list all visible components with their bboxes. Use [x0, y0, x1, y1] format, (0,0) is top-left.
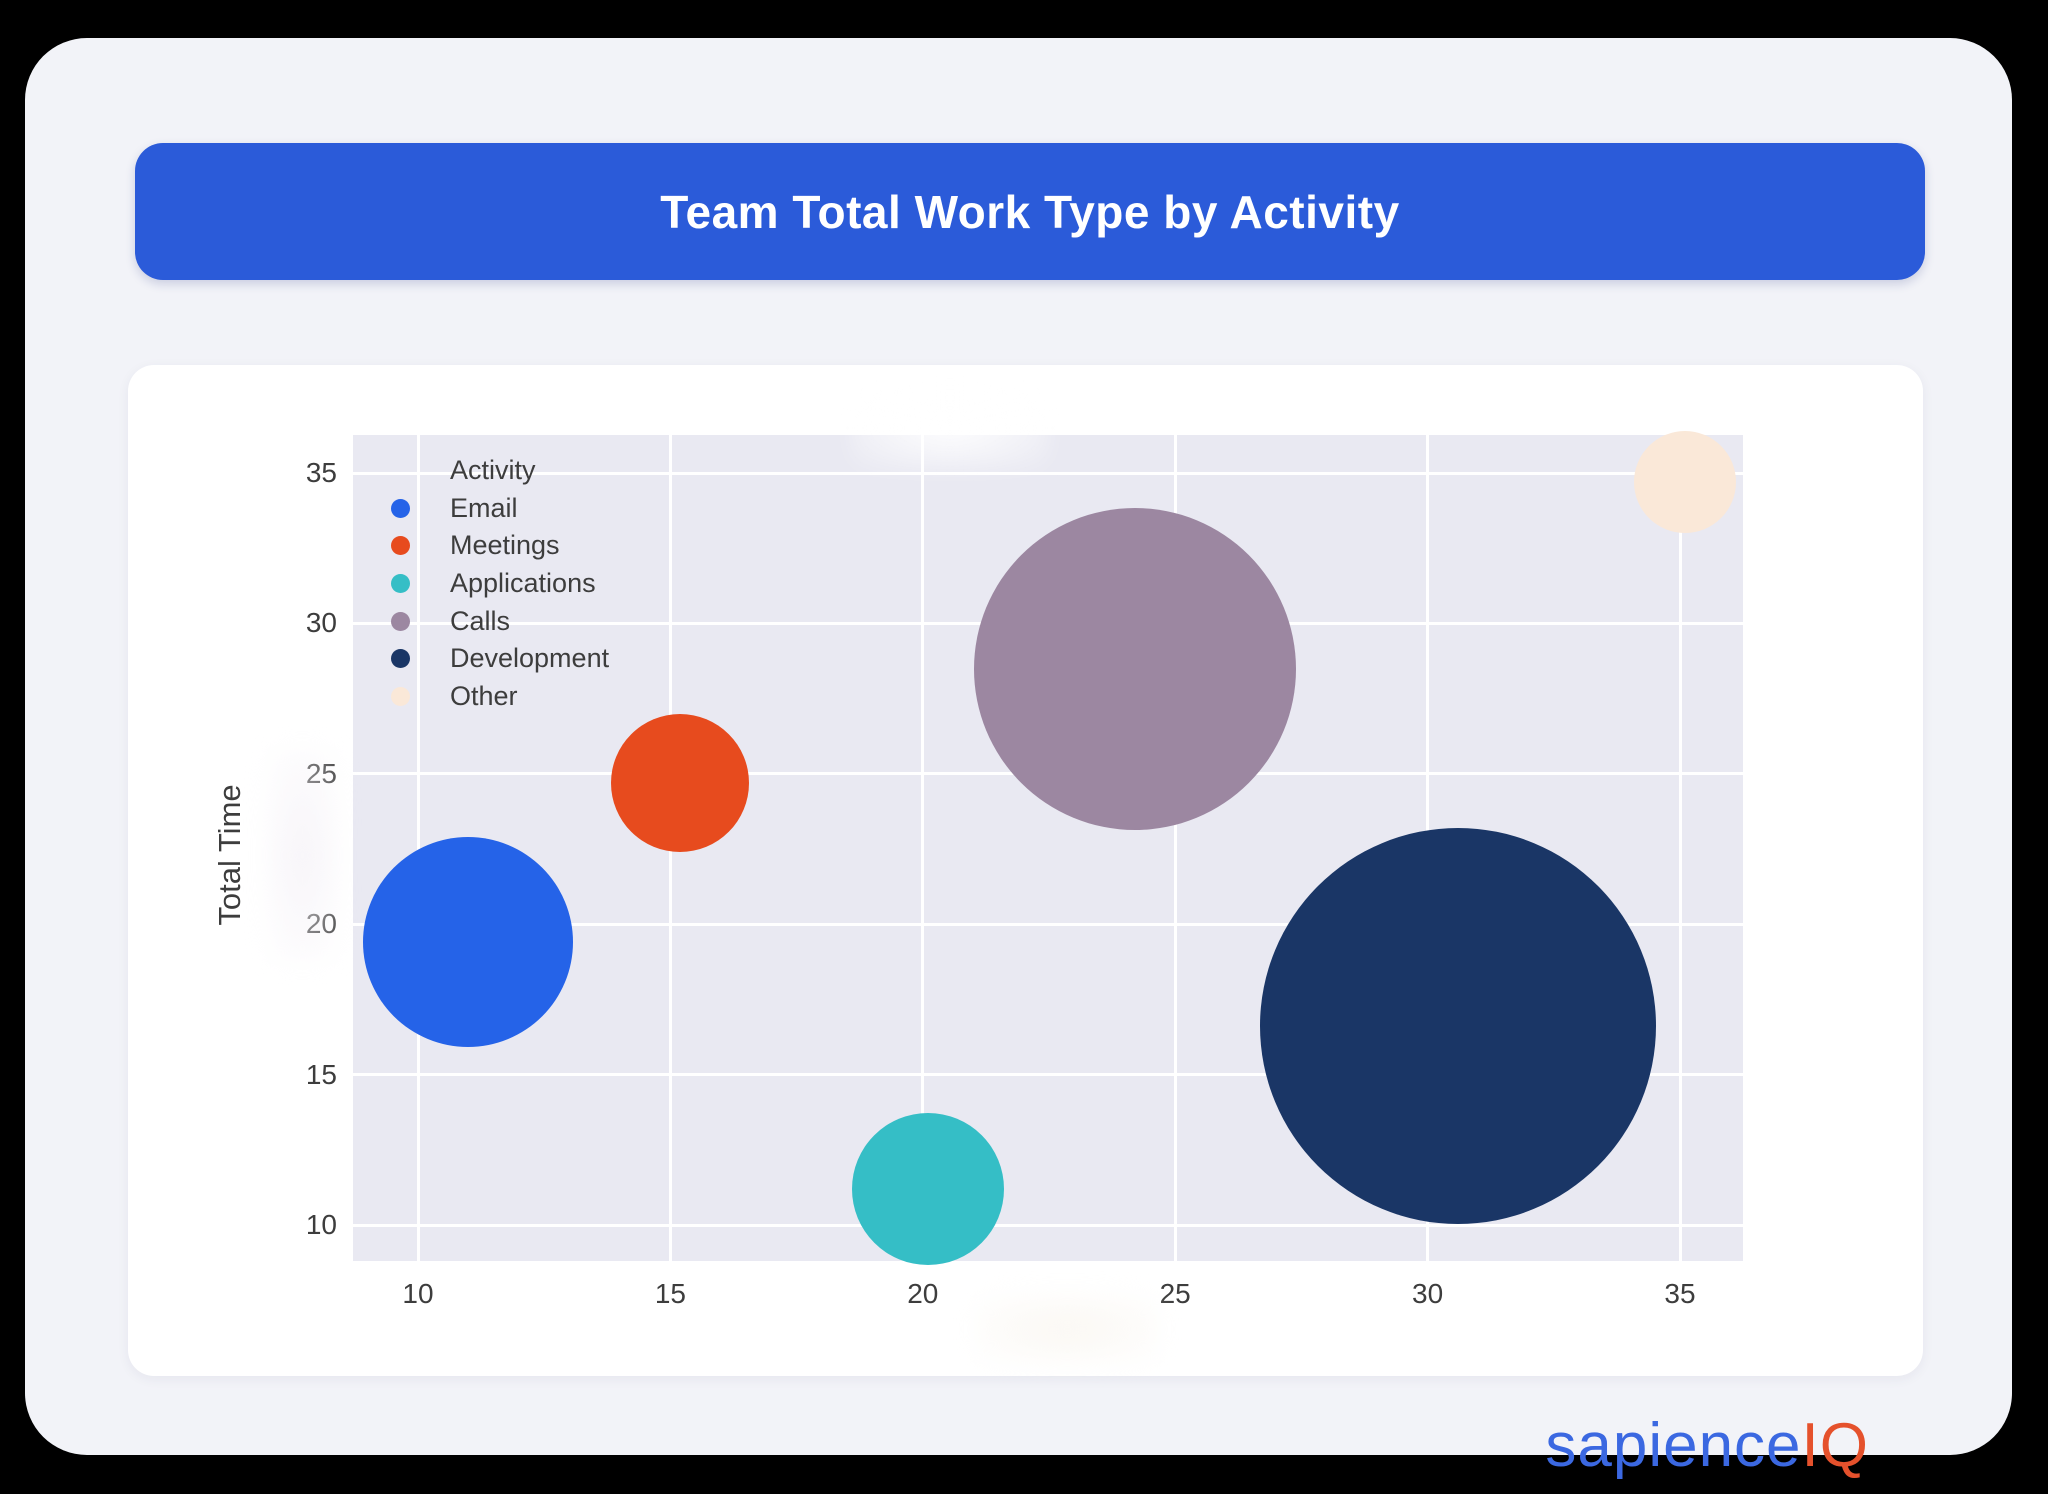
- grid-line-vertical: [416, 435, 420, 1261]
- legend: Activity Email Meetings Applications Calls D…: [381, 452, 609, 715]
- legend-item: Email: [381, 490, 609, 528]
- grid-line-horizontal: [353, 471, 1743, 475]
- legend-item: Applications: [381, 565, 609, 603]
- grid-line-horizontal: [353, 1223, 1743, 1227]
- legend-item: Meetings: [381, 527, 609, 565]
- bubble-development: [1259, 828, 1656, 1225]
- y-tick-label: 10: [305, 1209, 337, 1240]
- legend-swatch-applications: [391, 574, 410, 594]
- x-tick-label: 20: [907, 1278, 939, 1309]
- bubble-applications: [851, 1112, 1004, 1265]
- title-banner: Team Total Work Type by Activity: [135, 143, 1925, 280]
- grid-line-horizontal: [353, 922, 1743, 926]
- bubble-calls: [973, 507, 1296, 830]
- legend-item-label: Development: [450, 643, 610, 674]
- grid-line-vertical: [921, 435, 925, 1261]
- y-tick-label: 15: [305, 1058, 337, 1090]
- legend-item-label: Calls: [450, 605, 511, 636]
- x-tick-label: 35: [1664, 1278, 1696, 1309]
- x-tick-label: 30: [1412, 1278, 1444, 1309]
- legend-swatch-email: [391, 498, 410, 518]
- legend-title: Activity: [450, 455, 536, 486]
- bubble-other: [1634, 431, 1737, 534]
- legend-header: Activity: [381, 452, 609, 490]
- legend-item: Calls: [381, 602, 609, 640]
- y-tick-label: 35: [305, 457, 337, 488]
- x-tick-label: 25: [1159, 1278, 1191, 1309]
- bubble-meetings: [611, 713, 750, 852]
- grid-line-horizontal: [353, 1073, 1743, 1077]
- brand-logo: sapienceIQ: [1545, 1410, 1869, 1481]
- legend-swatch-calls: [391, 611, 410, 631]
- y-axis-title: Total Time: [212, 784, 247, 926]
- legend-swatch-development: [391, 649, 410, 669]
- page-title: Team Total Work Type by Activity: [660, 185, 1400, 238]
- y-tick-label: 20: [305, 908, 337, 940]
- bubble-email: [363, 837, 574, 1048]
- brand-name-primary: sapience: [1545, 1411, 1802, 1480]
- grid-line-vertical: [1173, 435, 1177, 1261]
- y-tick-label: 30: [305, 607, 337, 639]
- grid-line-vertical: [1678, 435, 1682, 1261]
- legend-item-label: Other: [450, 680, 518, 711]
- legend-item-label: Email: [450, 492, 518, 523]
- main-card: Team Total Work Type by Activity 10 15 20 2…: [25, 38, 2012, 1480]
- x-tick-label: 15: [654, 1278, 686, 1309]
- legend-item-label: Applications: [450, 568, 596, 599]
- legend-swatch-meetings: [391, 536, 410, 556]
- legend-swatch-other: [391, 686, 410, 706]
- legend-item: Other: [381, 678, 609, 716]
- y-tick-label: 25: [305, 757, 337, 789]
- brand-name-secondary: IQ: [1801, 1411, 1869, 1480]
- x-tick-label: 10: [402, 1278, 434, 1309]
- legend-item-label: Meetings: [450, 530, 560, 561]
- legend-item: Development: [381, 640, 609, 678]
